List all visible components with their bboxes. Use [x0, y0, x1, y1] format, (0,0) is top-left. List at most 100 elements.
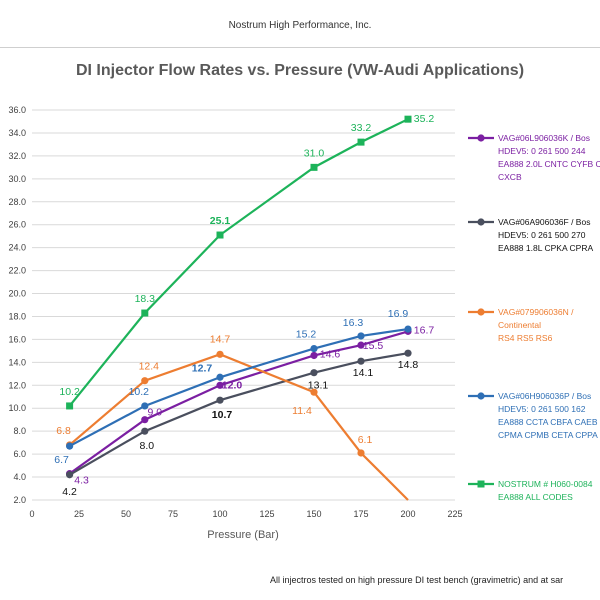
legend-entry-text: NOSTRUM # H060-0084	[498, 479, 593, 489]
legend-entry-text: VAG#06L906036K / Bos	[498, 133, 590, 143]
data-label: 12.0	[222, 379, 243, 391]
legend-marker	[477, 308, 485, 316]
legend-entry-text: EA888 CCTA CBFA CAEB	[498, 417, 598, 427]
y-tick-label: 14.0	[8, 357, 26, 367]
data-label: 4.3	[74, 475, 89, 487]
data-label: 9.0	[147, 407, 162, 419]
y-tick-label: 28.0	[8, 197, 26, 207]
data-point	[310, 388, 318, 396]
y-tick-label: 34.0	[8, 128, 26, 138]
x-tick-label: 125	[259, 509, 274, 519]
data-label: 6.8	[56, 425, 71, 437]
x-tick-label: 225	[447, 509, 462, 519]
data-point	[310, 351, 318, 360]
data-label: 8.0	[139, 440, 154, 452]
data-point	[404, 115, 412, 123]
data-point	[310, 369, 318, 377]
y-tick-label: 12.0	[8, 380, 26, 390]
legend-entry-text: Continental	[498, 320, 541, 330]
data-label: 16.9	[388, 308, 409, 320]
data-label: 33.2	[351, 122, 372, 134]
data-label: 12.7	[192, 362, 213, 374]
data-label: 14.8	[398, 359, 419, 371]
x-axis-label: Pressure (Bar)	[207, 529, 279, 541]
series-line	[68, 118, 409, 407]
data-point	[141, 402, 149, 410]
data-label: 31.0	[304, 147, 325, 159]
legend-marker	[477, 392, 485, 400]
data-point	[216, 350, 224, 358]
y-tick-label: 16.0	[8, 334, 26, 344]
data-point	[66, 442, 74, 450]
y-tick-label: 26.0	[8, 220, 26, 230]
x-tick-label: 150	[306, 509, 321, 519]
data-point	[310, 163, 318, 171]
data-label: 10.2	[59, 386, 80, 398]
data-point	[216, 381, 224, 389]
legend-marker	[477, 480, 485, 488]
x-tick-label: 50	[121, 509, 131, 519]
axes: 2.0 4.0 6.0 8.0 10.0 12.0 14.0 16.0 18.0 20.0 22.0…	[8, 105, 462, 519]
legend-entry-text: CPMA CPMB CETA CPPA	[498, 430, 598, 440]
y-tick-label: 8.0	[13, 426, 26, 436]
x-tick-label: 175	[353, 509, 368, 519]
data-label: 13.1	[308, 380, 329, 392]
data-point	[216, 373, 224, 381]
y-tick-label: 20.0	[8, 289, 26, 299]
header-divider	[0, 47, 600, 48]
data-point	[357, 332, 365, 340]
data-point	[357, 449, 365, 457]
x-tick-label: 25	[74, 509, 84, 519]
y-tick-label: 36.0	[8, 105, 26, 115]
legend-entry-text: VAG#06H906036P / Bos	[498, 391, 591, 401]
y-tick-label: 32.0	[8, 151, 26, 161]
company-name: Nostrum High Performance, Inc.	[228, 20, 372, 31]
legend-entry-text: VAG#06A906036F / Bos	[498, 217, 590, 227]
series-line	[69, 352, 409, 476]
data-labels: 4.3 9.0 12.0 14.6 15.5 16.7 4.2 8.0 10.7 13.1 14.1…	[54, 113, 434, 498]
data-point	[141, 427, 149, 435]
data-point	[141, 309, 149, 317]
data-label: 18.3	[135, 293, 156, 305]
series-line	[68, 330, 409, 475]
data-point	[216, 231, 224, 239]
series-line	[68, 353, 409, 501]
y-tick-label: 6.0	[13, 449, 26, 459]
legend-marker	[477, 218, 485, 226]
series-line	[69, 327, 409, 448]
gridlines	[32, 109, 455, 501]
data-label: 14.6	[320, 348, 341, 360]
legend-entry-text: EA888 ALL CODES	[498, 492, 573, 502]
data-point	[66, 471, 74, 479]
y-tick-label: 30.0	[8, 174, 26, 184]
x-tick-label: 0	[29, 509, 34, 519]
y-tick-label: 4.0	[13, 472, 26, 482]
data-label: 15.5	[363, 340, 384, 352]
x-tick-label: 75	[168, 509, 178, 519]
legend-entry-text: EA888 1.8L CPKA CPRA	[498, 243, 593, 253]
legend-entry-text: HDEV5: 0 261 500 162	[498, 404, 586, 414]
data-label: 11.4	[292, 405, 312, 417]
data-label: 35.2	[414, 113, 435, 125]
data-label: 12.4	[139, 361, 160, 373]
footnote: All injectros tested on high pressure DI…	[270, 575, 564, 585]
y-tick-label: 22.0	[8, 266, 26, 276]
data-point	[357, 138, 365, 146]
data-label: 6.1	[358, 434, 373, 446]
y-tick-label: 24.0	[8, 243, 26, 253]
legend-entry-text: EA888 2.0L CNTC CYFB C	[498, 159, 600, 169]
y-tick-label: 2.0	[13, 495, 26, 505]
data-point	[66, 402, 74, 410]
data-point	[404, 325, 412, 333]
legend: VAG#06L906036K / Bos HDEV5: 0 261 500 244…	[468, 133, 600, 502]
data-point	[310, 344, 318, 353]
data-label: 14.7	[210, 333, 231, 345]
x-tick-label: 100	[212, 509, 227, 519]
x-tick-label: 200	[400, 509, 415, 519]
series-layer	[66, 115, 412, 501]
data-label: 25.1	[210, 215, 231, 227]
data-label: 14.1	[353, 367, 374, 379]
data-label: 4.2	[62, 486, 77, 498]
y-tick-label: 10.0	[8, 403, 26, 413]
